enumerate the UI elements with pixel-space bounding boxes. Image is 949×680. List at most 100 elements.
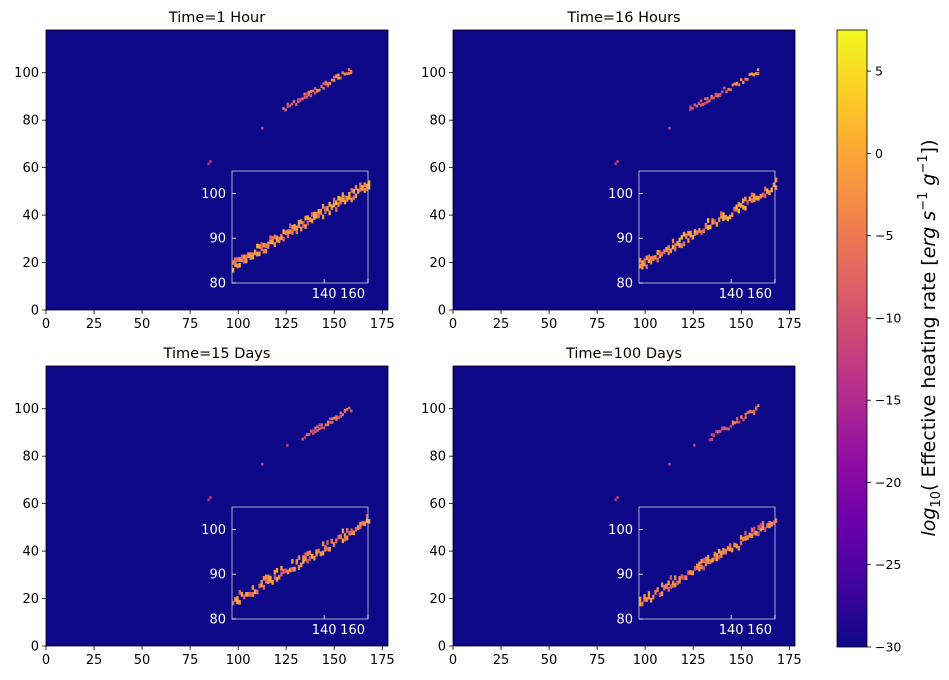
inset-cell [319, 551, 323, 557]
x-tick-label: 125 [681, 317, 706, 332]
inset-cell [643, 594, 646, 599]
inset-cell [652, 255, 655, 261]
heatmap-cell [347, 71, 351, 75]
inset-cell [744, 536, 747, 541]
inset-cell [354, 193, 358, 199]
heatmap-cell [744, 412, 747, 416]
heatmap-cell [297, 98, 300, 102]
inset-cell [324, 206, 327, 212]
inset-cell [687, 230, 690, 236]
inset-cell [365, 513, 369, 519]
inset-cell [328, 210, 331, 216]
inset-cell [245, 254, 248, 260]
colorbar-label: log10( Effective heating rate [erg s−1 g… [916, 140, 944, 537]
x-tick-label: 25 [86, 653, 103, 668]
heatmap-cell [305, 92, 308, 96]
inset-frame [638, 170, 776, 284]
inset-cell [346, 528, 349, 533]
inset-y-tick-label: 80 [209, 613, 226, 628]
inset-cell [711, 218, 714, 223]
inset-cell [748, 533, 751, 538]
x-tick-label: 100 [633, 317, 658, 332]
heatmap-cell [326, 82, 330, 86]
inset-cell [236, 596, 239, 601]
heatmap-cell [326, 84, 330, 88]
inset-cell [682, 575, 686, 581]
colorbar: 5 0 −5 −10 −15 −20 −25 −30 log10( Effective hea… [836, 29, 944, 655]
inset-cell [674, 246, 677, 252]
inset-cell [665, 247, 668, 253]
inset-cell [753, 197, 756, 202]
heatmap-cell [343, 410, 347, 414]
inset-cell [702, 558, 705, 564]
inset-cell [649, 256, 653, 261]
inset-cell [704, 561, 708, 567]
inset-cell [330, 204, 334, 210]
heatmap-cell [699, 103, 703, 107]
inset-cell [245, 591, 248, 597]
heatmap-cell [752, 73, 756, 77]
inset-cell [302, 559, 305, 564]
inset-cell [240, 591, 244, 597]
x-tick-label: 0 [42, 317, 50, 332]
inset-cell [737, 545, 741, 551]
inset-cell [742, 536, 745, 542]
inset-cell [772, 520, 776, 526]
heatmap-cell [614, 498, 617, 502]
inset-cell [645, 597, 648, 602]
inset-cell [761, 521, 765, 526]
heatmap-cell [207, 498, 210, 502]
x-tick-label: 25 [493, 653, 510, 668]
inset-cell [645, 255, 648, 261]
inset-cell [365, 183, 369, 189]
inset-cell [308, 556, 312, 561]
inset-cell [654, 589, 657, 595]
inset-cell [273, 569, 276, 575]
heatmap-cell [695, 104, 698, 108]
inset-cell [256, 243, 259, 249]
inset-panel: 140 160 80 90 100 [201, 170, 371, 302]
inset-cell [300, 219, 303, 225]
inset-cell [715, 222, 719, 227]
inset-cell [242, 594, 246, 600]
heatmap-cell [299, 98, 302, 102]
inset-cell [337, 534, 340, 540]
inset-cell [768, 520, 771, 526]
heatmap-cell [329, 421, 332, 424]
inset-panel: 140 160 80 90 100 [608, 506, 778, 638]
inset-cell [275, 567, 279, 573]
inset-cell [249, 252, 252, 258]
inset-cell [722, 212, 725, 217]
inset-cell [267, 579, 270, 584]
inset-cell [354, 185, 358, 190]
inset-cell [720, 550, 723, 556]
inset-cell [643, 261, 646, 267]
inset-cell [363, 188, 366, 193]
inset-cell [674, 243, 677, 249]
heatmap-cell [733, 421, 737, 425]
heatmap-cell [727, 427, 730, 431]
inset-cell [731, 212, 734, 218]
inset-cell [744, 530, 747, 536]
x-tick-label: 50 [134, 317, 151, 332]
inset-cell [687, 570, 690, 576]
heatmap-cell [301, 437, 304, 441]
heatmap-cell [725, 90, 728, 94]
inset-cell [293, 566, 296, 572]
inset-cell [689, 230, 692, 236]
inset-cell [238, 589, 241, 595]
inset-cell [667, 580, 670, 586]
inset-cell [713, 551, 716, 557]
heatmap-cell [314, 91, 317, 95]
inset-cell [728, 543, 732, 548]
inset-cell [717, 548, 721, 554]
inset-cell [693, 566, 697, 571]
inset-cell [649, 597, 653, 603]
heatmap-cell [286, 104, 289, 108]
heatmap-cell [305, 95, 308, 99]
inset-cell [656, 257, 659, 263]
heatmap-cell [324, 80, 327, 84]
inset-x-tick-label: 140 [719, 623, 744, 638]
inset-cell [766, 523, 769, 528]
heatmap-cell [712, 96, 715, 100]
